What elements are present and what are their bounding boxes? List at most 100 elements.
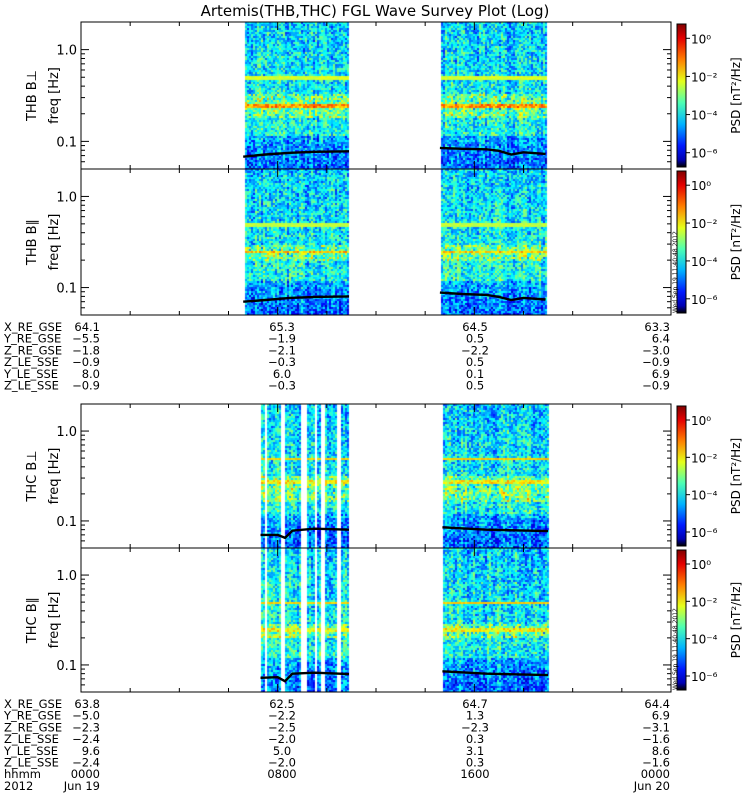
ephem-row-label: Z_LE_SSE bbox=[4, 732, 59, 746]
y-axis-label-instrument: THB B⊥ bbox=[25, 70, 40, 122]
ephem-value: −2.4 bbox=[72, 732, 100, 746]
colorbar bbox=[676, 405, 687, 547]
colorbar bbox=[676, 170, 687, 314]
trace-line bbox=[243, 295, 350, 303]
ephem-value: 0.1 bbox=[466, 367, 484, 381]
spectrogram-panels: 1.0 0.1 THB B⊥ freq [Hz] 10⁰ 10⁻² 10⁻⁴ 10⁻⁶ PSD … bbox=[25, 21, 743, 693]
ephem-value: −2.5 bbox=[268, 720, 296, 734]
ephem-value: 1600 bbox=[460, 767, 489, 781]
y-tick-label: 1.0 bbox=[56, 190, 77, 205]
ephem-row-label: Z_LE_SSE bbox=[4, 355, 59, 369]
colorbar-tick-label: 10⁻² bbox=[691, 451, 718, 465]
spectrogram-image bbox=[81, 22, 671, 169]
ephem-value: −1.6 bbox=[642, 732, 670, 746]
colorbar-tick-label: 10⁰ bbox=[691, 179, 711, 193]
ephem-row-label: Y_RE_GSE bbox=[3, 332, 61, 346]
chart-title: Artemis(THB,THC) FGL Wave Survey Plot (L… bbox=[201, 2, 550, 20]
ephem-value: Jun 19 bbox=[63, 779, 100, 793]
ephem-value: 65.3 bbox=[269, 320, 295, 334]
y-tick-label: 0.1 bbox=[56, 659, 77, 674]
y-axis-label-instrument: THC B∥ bbox=[25, 597, 40, 644]
y-axis-label-freq: freq [Hz] bbox=[47, 448, 62, 505]
ephem-value: 0.3 bbox=[466, 756, 484, 770]
y-tick-label: 1.0 bbox=[56, 44, 77, 59]
ephem-value: 0.5 bbox=[466, 379, 484, 393]
ephem-value: 5.0 bbox=[273, 744, 291, 758]
trace-line bbox=[439, 146, 546, 156]
trace-line bbox=[260, 527, 350, 540]
y-tick-label: 0.1 bbox=[56, 135, 77, 150]
ephem-value: 0000 bbox=[71, 767, 100, 781]
ephem-value: 0.3 bbox=[466, 732, 484, 746]
ephem-value: 64.5 bbox=[462, 320, 488, 334]
ephemeris-table-bottom: X_RE_GSE 63.8 62.5 64.7 64.4 Y_RE_GSE −5.0 −2.2… bbox=[3, 697, 670, 793]
trace-line bbox=[260, 671, 350, 683]
ephem-value: 9.6 bbox=[82, 744, 100, 758]
ephem-value: −2.0 bbox=[268, 756, 296, 770]
ephem-value: −2.4 bbox=[72, 756, 100, 770]
ephem-value: −2.3 bbox=[72, 720, 100, 734]
ephem-value: 8.0 bbox=[82, 367, 100, 381]
ephem-value: 6.9 bbox=[652, 709, 670, 723]
ephem-value: 64.7 bbox=[462, 697, 488, 711]
ephem-value: −0.9 bbox=[642, 379, 670, 393]
ephem-value: 64.4 bbox=[644, 697, 670, 711]
ephem-row-label: 2012 bbox=[4, 779, 33, 793]
ephem-row-label: Y_LE_SSE bbox=[3, 367, 58, 381]
ephem-value: −0.9 bbox=[72, 379, 100, 393]
ephem-row-label: Z_RE_GSE bbox=[4, 343, 62, 357]
panel-thc-bperp: 1.0 0.1 THC B⊥ freq [Hz] 10⁰ 10⁻² 10⁻⁴ 10⁻⁶ PSD … bbox=[25, 403, 743, 549]
ephem-row-label: X_RE_GSE bbox=[4, 697, 62, 711]
colorbar bbox=[676, 549, 687, 691]
spectrogram-image bbox=[81, 169, 671, 315]
spectrogram-image bbox=[81, 404, 671, 548]
y-axis-label-instrument: THB B∥ bbox=[25, 219, 40, 266]
ephem-value: −3.0 bbox=[642, 343, 670, 357]
ephem-value: −1.9 bbox=[268, 332, 296, 346]
colorbar-tick-label: 10⁰ bbox=[691, 414, 711, 428]
ephem-value: −0.3 bbox=[268, 355, 296, 369]
ephem-value: 3.1 bbox=[466, 744, 484, 758]
ephem-value: −1.6 bbox=[642, 756, 670, 770]
y-tick-label: 0.1 bbox=[56, 282, 77, 297]
ephem-row-label: X_RE_GSE bbox=[4, 320, 62, 334]
ephem-value: −2.0 bbox=[268, 732, 296, 746]
colorbar-tick-label: 10⁻² bbox=[691, 217, 718, 231]
colorbar-tick-label: 10⁻⁶ bbox=[691, 293, 718, 307]
colorbar-label: PSD [nT²/Hz] bbox=[729, 438, 743, 514]
y-tick-label: 0.1 bbox=[56, 515, 77, 530]
ephem-value: −1.8 bbox=[72, 343, 100, 357]
colorbar-tick-label: 10⁻² bbox=[691, 595, 718, 609]
colorbar-tick-label: 10⁻² bbox=[691, 70, 718, 84]
ephem-value: 6.4 bbox=[652, 332, 670, 346]
y-tick-label: 1.0 bbox=[56, 425, 77, 440]
colorbar-tick-label: 10⁻⁴ bbox=[691, 109, 718, 123]
colorbar-label: PSD [nT²/Hz] bbox=[729, 582, 743, 658]
spectrogram-image bbox=[81, 548, 671, 692]
ephem-value: −0.3 bbox=[268, 379, 296, 393]
ephem-value: Jun 20 bbox=[633, 779, 670, 793]
ephem-value: 6.0 bbox=[273, 367, 291, 381]
ephem-row-label: Y_LE_SSE bbox=[3, 744, 58, 758]
ephem-row-label: hhmm bbox=[4, 767, 41, 781]
y-tick-label: 1.0 bbox=[56, 569, 77, 584]
trace-line bbox=[442, 526, 549, 533]
colorbar-label: PSD [nT²/Hz] bbox=[729, 57, 743, 133]
ephem-row-label: Z_LE_SSE bbox=[4, 379, 59, 393]
ephem-value: −5.0 bbox=[72, 709, 100, 723]
colorbar-tick-label: 10⁰ bbox=[691, 558, 711, 572]
colorbar-tick-label: 10⁻⁶ bbox=[691, 670, 718, 684]
trace-line bbox=[243, 150, 350, 158]
ephem-value: −2.1 bbox=[268, 343, 296, 357]
ephem-value: −2.2 bbox=[268, 709, 296, 723]
y-axis-label-instrument: THC B⊥ bbox=[25, 450, 40, 502]
y-axis-label-freq: freq [Hz] bbox=[47, 67, 62, 124]
y-axis-label-freq: freq [Hz] bbox=[47, 214, 62, 271]
ephem-value: −0.9 bbox=[642, 355, 670, 369]
ephem-row-label: Y_RE_GSE bbox=[3, 709, 61, 723]
ephem-value: −2.3 bbox=[461, 720, 489, 734]
ephem-value: 63.3 bbox=[644, 320, 670, 334]
y-axis-label-freq: freq [Hz] bbox=[47, 592, 62, 649]
colorbar-tick-label: 10⁻⁶ bbox=[691, 526, 718, 540]
